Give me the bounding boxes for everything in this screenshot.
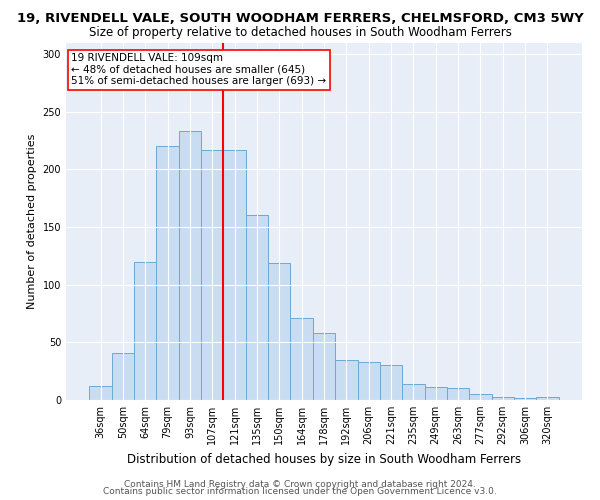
Bar: [514, 398, 536, 400]
Bar: [402, 384, 425, 400]
Bar: [89, 386, 112, 400]
Text: Contains HM Land Registry data © Crown copyright and database right 2024.: Contains HM Land Registry data © Crown c…: [124, 480, 476, 489]
Bar: [134, 262, 157, 400]
Bar: [425, 388, 447, 400]
Text: 19 RIVENDELL VALE: 109sqm
← 48% of detached houses are smaller (645)
51% of semi: 19 RIVENDELL VALE: 109sqm ← 48% of detac…: [71, 53, 326, 86]
Text: 19, RIVENDELL VALE, SOUTH WOODHAM FERRERS, CHELMSFORD, CM3 5WY: 19, RIVENDELL VALE, SOUTH WOODHAM FERRER…: [17, 12, 583, 26]
Bar: [268, 263, 290, 400]
Bar: [335, 360, 358, 400]
Bar: [179, 132, 201, 400]
Text: Size of property relative to detached houses in South Woodham Ferrers: Size of property relative to detached ho…: [89, 26, 511, 39]
Bar: [246, 216, 268, 400]
Bar: [447, 388, 469, 400]
Y-axis label: Number of detached properties: Number of detached properties: [27, 134, 37, 309]
Bar: [380, 366, 402, 400]
Bar: [358, 362, 380, 400]
Bar: [157, 146, 179, 400]
X-axis label: Distribution of detached houses by size in South Woodham Ferrers: Distribution of detached houses by size …: [127, 452, 521, 466]
Text: Contains public sector information licensed under the Open Government Licence v3: Contains public sector information licen…: [103, 488, 497, 496]
Bar: [223, 150, 246, 400]
Bar: [313, 333, 335, 400]
Bar: [112, 352, 134, 400]
Bar: [290, 318, 313, 400]
Bar: [536, 396, 559, 400]
Bar: [201, 150, 223, 400]
Bar: [491, 396, 514, 400]
Bar: [469, 394, 491, 400]
